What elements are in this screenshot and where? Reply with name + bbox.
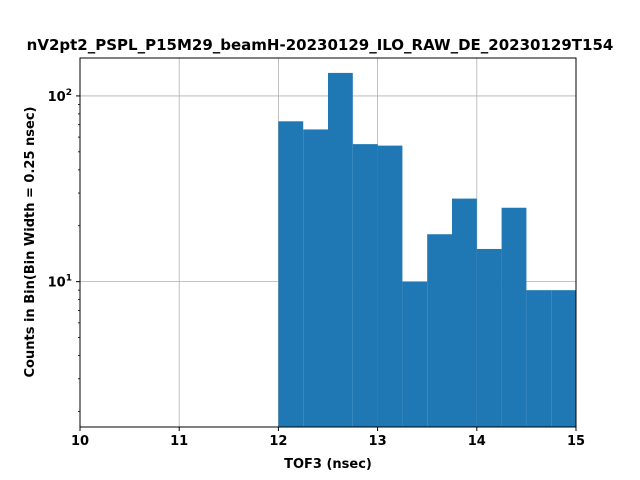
histogram-bar [452,198,477,427]
histogram-bar [402,281,428,427]
chart-title: nV2pt2_PSPL_P15M29_beamH-20230129_ILO_RA… [27,36,614,54]
x-tick-label: 14 [468,434,486,449]
y-tick-base: 10 [48,276,66,291]
histogram-bar [427,234,452,427]
histogram-bar [278,121,304,427]
y-tick-exponent: 2 [66,88,72,98]
histogram-bar [476,248,502,427]
histogram-bar [501,207,527,427]
y-tick-exponent: 1 [66,274,72,284]
x-tick-label: 13 [369,434,387,449]
histogram-bar [328,72,353,428]
histogram-bars [278,72,576,428]
y-tick-label: 102 [48,88,72,105]
histogram-bar [551,290,576,427]
x-axis-label: TOF3 (nsec) [284,457,372,472]
y-axis-label: Counts in Bin(Bin Width = 0.25 nsec) [23,107,38,378]
plot-frame [79,57,577,428]
histogram-bar [303,129,328,427]
histogram-bar [526,290,552,427]
histogram-bar [377,145,403,427]
x-tick-label: 10 [71,434,89,449]
y-tick-label: 101 [48,274,72,291]
histogram-bar [352,144,378,427]
y-tick-base: 10 [48,90,66,105]
x-tick-label: 12 [269,434,287,449]
x-axis-ticks: 10 11 12 13 14 15 [71,427,585,449]
x-tick-label: 15 [567,434,585,449]
x-tick-label: 11 [170,434,188,449]
